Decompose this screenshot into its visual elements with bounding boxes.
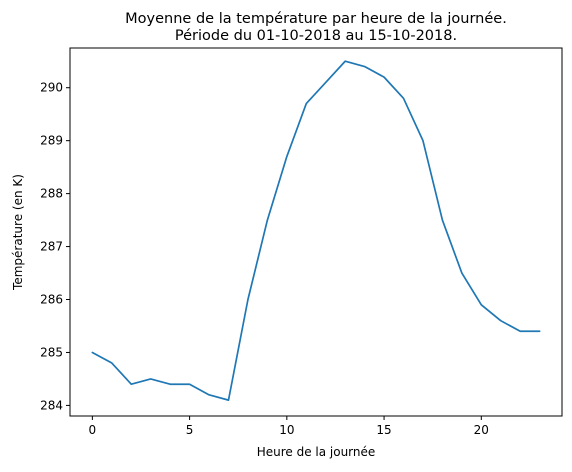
y-tick-label: 287 bbox=[40, 240, 63, 254]
x-tick-label: 0 bbox=[89, 423, 97, 437]
plot-area: 0 5 10 15 20 284 285 286 287 288 289 290 bbox=[40, 60, 541, 437]
x-tick-label: 5 bbox=[186, 423, 194, 437]
y-tick-label: 286 bbox=[40, 293, 63, 307]
chart-title-line-2: Période du 01-10-2018 au 15-10-2018. bbox=[175, 28, 457, 44]
x-tick-label: 15 bbox=[376, 423, 391, 437]
y-tick-label: 290 bbox=[40, 81, 63, 95]
y-tick-label: 285 bbox=[40, 345, 63, 359]
x-tick-label: 20 bbox=[474, 423, 489, 437]
x-axis-label: Heure de la journée bbox=[257, 445, 376, 459]
x-tick-label: 10 bbox=[279, 423, 294, 437]
y-tick-label: 284 bbox=[40, 398, 63, 412]
chart-title-line-1: Moyenne de la température par heure de l… bbox=[125, 11, 507, 27]
y-tick-label: 289 bbox=[40, 134, 63, 148]
y-tick-label: 288 bbox=[40, 187, 63, 201]
temperature-series-line bbox=[91, 60, 541, 401]
plot-frame bbox=[69, 47, 563, 417]
y-axis-label: Température (en K) bbox=[11, 174, 25, 291]
